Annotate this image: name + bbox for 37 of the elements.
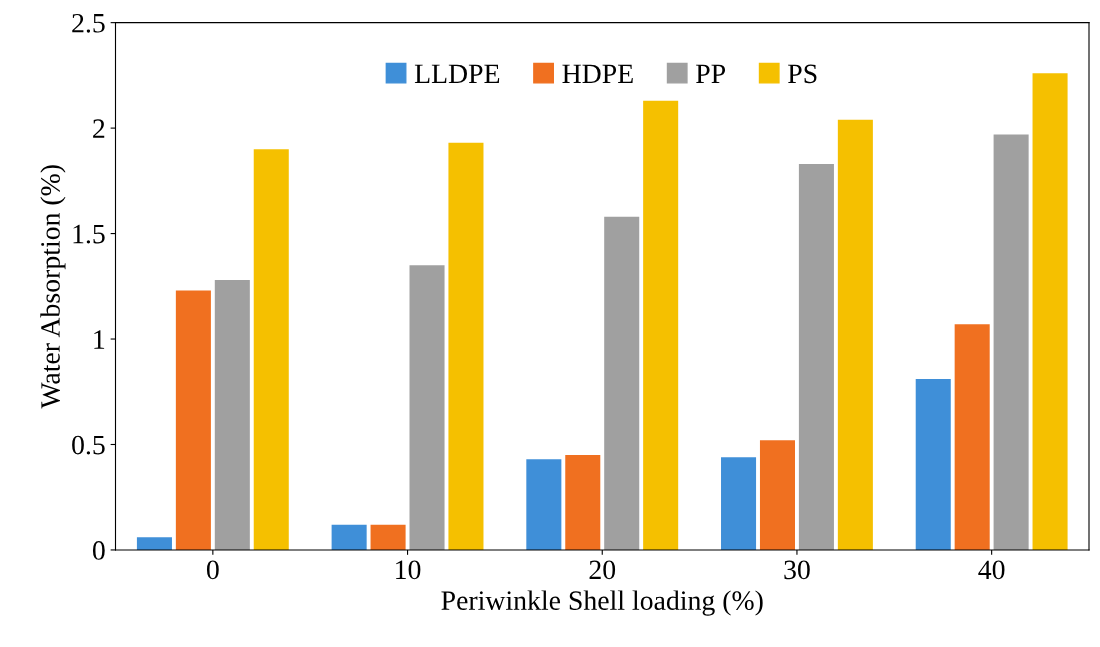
bar [643, 100, 679, 550]
legend-label: LLDPE [414, 64, 500, 83]
bar [214, 279, 250, 550]
y-tick-label: 1 [94, 330, 105, 349]
bar [175, 290, 211, 550]
legend-label: HDPE [562, 64, 633, 83]
bar [721, 457, 757, 550]
x-tick-label: 20 [589, 560, 616, 580]
bar [136, 537, 172, 550]
bar [565, 455, 601, 550]
x-tick-label: 10 [396, 560, 421, 580]
bar [759, 440, 795, 550]
bar [954, 324, 990, 550]
bar [915, 379, 951, 550]
legend-label: PS [788, 64, 817, 84]
y-axis-title: Water Absorption (%) [40, 165, 66, 409]
x-tick-label: 0 [206, 560, 219, 580]
y-tick-label: 2 [93, 119, 105, 138]
x-tick-label: 30 [784, 560, 810, 580]
bar [253, 149, 289, 550]
bar [331, 524, 367, 550]
x-tick-label: 40 [978, 560, 1005, 580]
bar [409, 265, 445, 550]
y-tick-label: 1.5 [73, 224, 105, 244]
bar [448, 142, 484, 550]
bar [1032, 73, 1068, 550]
bar [604, 216, 640, 550]
bar [370, 524, 406, 550]
bar [798, 163, 834, 550]
bar [993, 134, 1029, 550]
y-tick-label: 2.5 [72, 13, 105, 33]
legend-label: PP [696, 64, 726, 83]
bar [837, 119, 873, 550]
y-tick-label: 0 [92, 541, 105, 560]
y-tick-label: 0.5 [72, 435, 105, 455]
x-axis-title: Periwinkle Shell loading (%) [441, 590, 763, 616]
bar [526, 459, 562, 550]
